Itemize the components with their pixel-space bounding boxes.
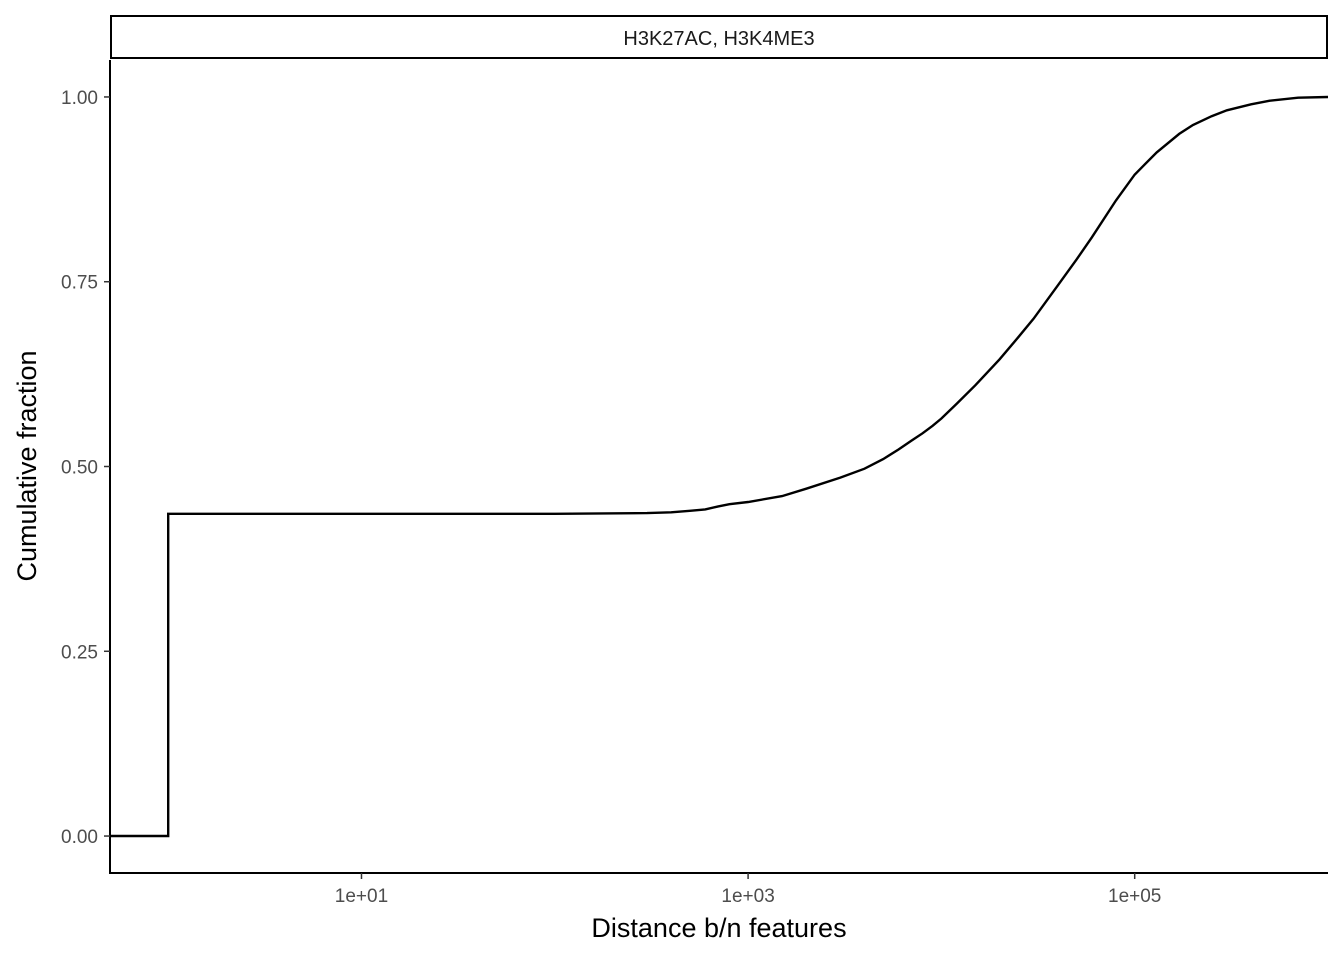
y-axis-title: Cumulative fraction [12, 350, 42, 581]
facet-strip-box [110, 15, 1328, 59]
ecdf-series-line [110, 95, 1329, 838]
x-axis-ticks: 1e+01 1e+03 1e+05 [335, 873, 1161, 907]
x-tick-label: 1e+01 [335, 886, 388, 907]
facet-strip-label: H3K27AC, H3K4ME3 [623, 28, 814, 50]
x-axis-title: Distance b/n features [591, 913, 846, 943]
y-axis-ticks: 0.00 0.25 0.50 0.75 1.00 [61, 88, 110, 848]
y-tick-label: 0.50 [61, 458, 98, 479]
y-tick-label: 1.00 [61, 88, 98, 109]
y-tick-label: 0.00 [61, 827, 98, 848]
y-tick-label: 0.25 [61, 642, 98, 663]
x-tick-label: 1e+05 [1108, 886, 1161, 907]
y-tick-label: 0.75 [61, 273, 98, 294]
facet-strip: H3K27AC, H3K4ME3 [110, 15, 1328, 59]
x-tick-label: 1e+03 [721, 886, 774, 907]
